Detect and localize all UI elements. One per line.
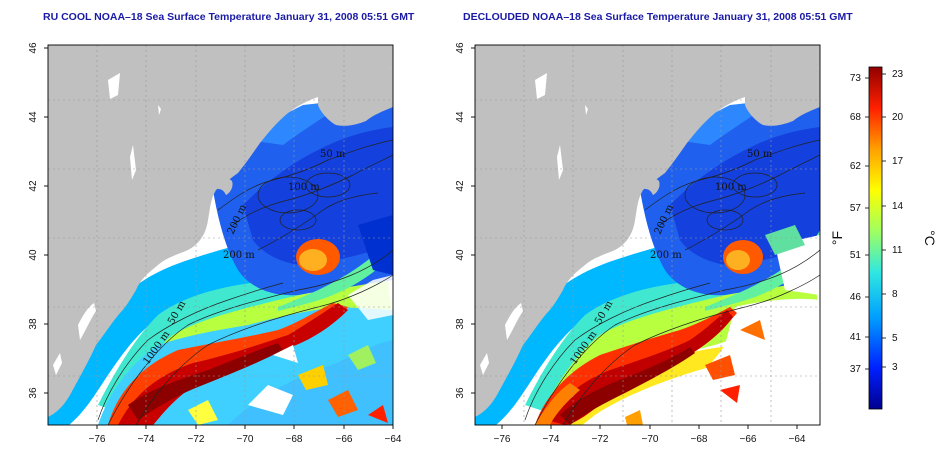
right-panel-title: DECLOUDED NOAA–18 Sea Surface Temperatur… bbox=[463, 11, 853, 23]
colorbar-f-tick-68: 68 bbox=[850, 112, 862, 123]
colorbar-gradient bbox=[868, 66, 883, 410]
left-lon-tick-74: −74 bbox=[138, 434, 155, 445]
right-lat-tick-44: 44 bbox=[455, 111, 466, 123]
right-lon-tick-68: −68 bbox=[691, 434, 708, 445]
right-lat-tick-42: 42 bbox=[455, 180, 466, 192]
left-lon-tick-68: −68 bbox=[286, 434, 303, 445]
right-map-frame bbox=[474, 44, 821, 426]
left-lon-tick-66: −66 bbox=[336, 434, 353, 445]
left-lon-tick-64: −64 bbox=[385, 434, 402, 445]
right-contour-label-100m: 100 m bbox=[715, 182, 747, 193]
colorbar-c-tick-5: 5 bbox=[892, 333, 898, 344]
colorbar-f-tick-51: 51 bbox=[850, 250, 862, 261]
right-axes: 46 44 42 40 38 36 −76 −74 −72 −70 −68 −6… bbox=[455, 42, 806, 445]
left-map: 50 m 100 m 200 m 200 m 1000 m 50 m bbox=[47, 44, 394, 426]
left-lat-tick-46: 46 bbox=[28, 42, 39, 54]
right-map: 50 m 100 m 200 m 200 m 1000 m 50 m bbox=[474, 44, 821, 426]
colorbar-c-tick-17: 17 bbox=[892, 156, 904, 167]
colorbar-c-tick-3: 3 bbox=[892, 362, 898, 373]
right-lat-tick-40: 40 bbox=[455, 249, 466, 261]
colorbar-c-tick-20: 20 bbox=[892, 112, 904, 123]
left-lat-tick-36: 36 bbox=[28, 387, 39, 399]
colorbar: 73 68 62 57 51 46 41 37 23 20 17 14 11 8… bbox=[829, 66, 938, 410]
right-lat-tick-36: 36 bbox=[455, 387, 466, 399]
right-lon-tick-66: −66 bbox=[740, 434, 757, 445]
left-lat-tick-38: 38 bbox=[28, 318, 39, 330]
colorbar-c-tick-14: 14 bbox=[892, 201, 904, 212]
right-lon-tick-76: −76 bbox=[494, 434, 511, 445]
colorbar-c-tick-23: 23 bbox=[892, 69, 904, 80]
left-map-frame bbox=[47, 44, 394, 426]
left-panel-title: RU COOL NOAA–18 Sea Surface Temperature … bbox=[43, 11, 415, 23]
left-contour-label-50m-north: 50 m bbox=[320, 149, 346, 160]
colorbar-c-tick-8: 8 bbox=[892, 289, 898, 300]
left-axes: 46 44 42 40 38 36 −76 −74 −72 −70 −68 −6… bbox=[28, 42, 402, 445]
colorbar-f-tick-37: 37 bbox=[850, 364, 862, 375]
right-lat-tick-46: 46 bbox=[455, 42, 466, 54]
left-lat-tick-42: 42 bbox=[28, 180, 39, 192]
right-contour-label-50m-north: 50 m bbox=[747, 149, 773, 160]
right-contour-label-200m-south: 200 m bbox=[650, 250, 682, 261]
left-lat-tick-40: 40 bbox=[28, 249, 39, 261]
left-lon-tick-72: −72 bbox=[188, 434, 205, 445]
colorbar-f-tick-46: 46 bbox=[850, 292, 862, 303]
colorbar-f-tick-41: 41 bbox=[850, 332, 862, 343]
left-contour-label-200m-south: 200 m bbox=[223, 250, 255, 261]
left-lon-tick-76: −76 bbox=[89, 434, 106, 445]
right-lon-tick-72: −72 bbox=[592, 434, 609, 445]
colorbar-fahrenheit-label: °F bbox=[829, 231, 845, 245]
colorbar-f-tick-73: 73 bbox=[850, 73, 862, 84]
colorbar-f-tick-57: 57 bbox=[850, 203, 862, 214]
right-lon-tick-74: −74 bbox=[543, 434, 560, 445]
right-lat-tick-38: 38 bbox=[455, 318, 466, 330]
colorbar-c-tick-11: 11 bbox=[892, 245, 903, 256]
left-lat-tick-44: 44 bbox=[28, 111, 39, 123]
right-lon-tick-64: −64 bbox=[789, 434, 806, 445]
right-lon-tick-70: −70 bbox=[642, 434, 659, 445]
left-lon-tick-70: −70 bbox=[237, 434, 254, 445]
colorbar-celsius-label: °C bbox=[922, 230, 938, 246]
left-contour-label-100m: 100 m bbox=[288, 182, 320, 193]
colorbar-f-tick-62: 62 bbox=[850, 161, 862, 172]
